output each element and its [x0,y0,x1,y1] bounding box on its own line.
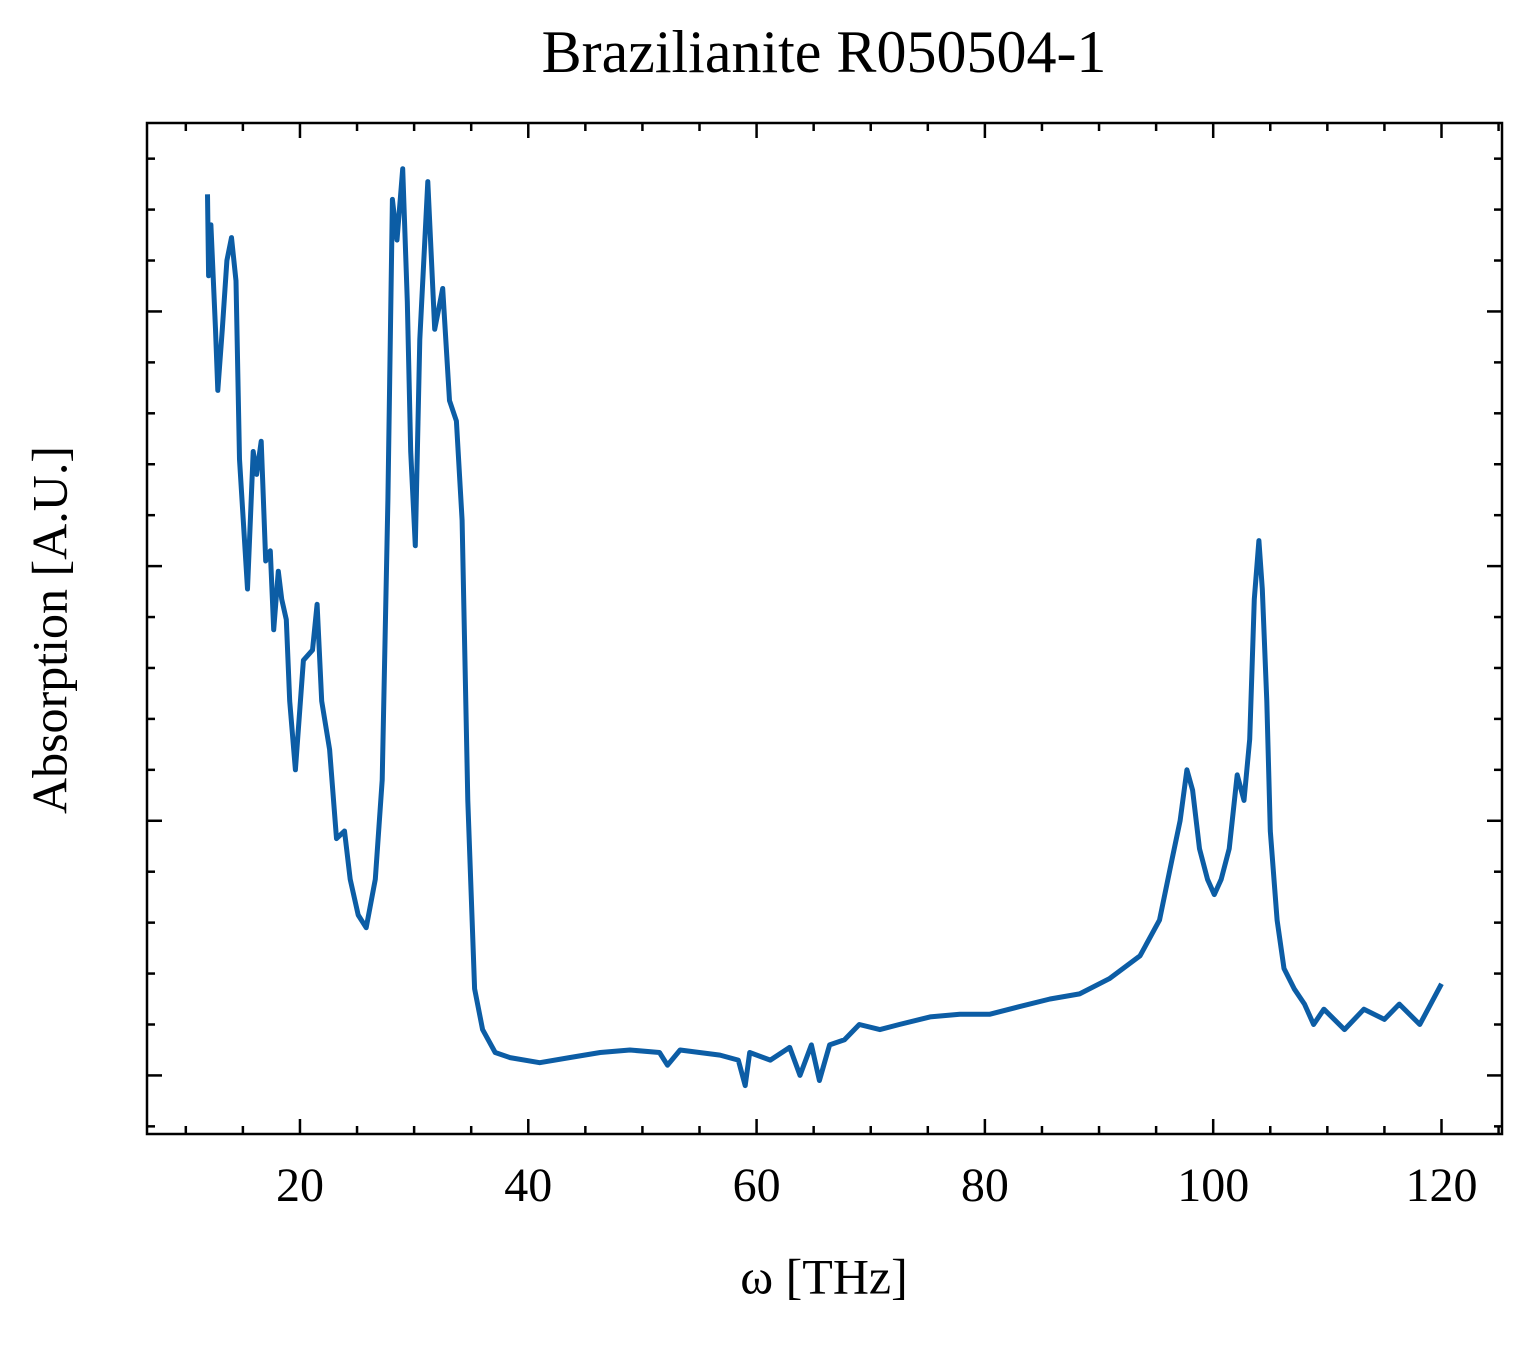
x-axis-label: ω [THz] [740,1248,908,1304]
plot-frame [145,121,1504,1136]
x-tick-label: 100 [1177,1159,1249,1212]
x-tick-label: 20 [276,1159,324,1212]
y-axis-label: Absorption [A.U.] [21,446,77,814]
x-tick-label: 60 [733,1159,781,1212]
x-tick-label: 40 [504,1159,552,1212]
x-tick-label: 120 [1405,1159,1477,1212]
data-line [205,166,1444,1089]
x-tick-label: 80 [961,1159,1009,1212]
chart-title: Brazilianite R050504-1 [542,19,1107,85]
